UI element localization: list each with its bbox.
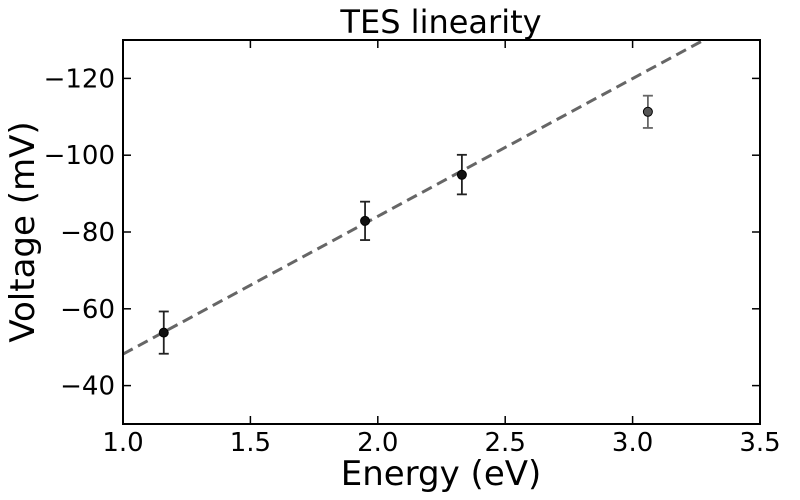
y-tick-label: −80	[60, 218, 115, 248]
chart-title: TES linearity	[339, 3, 541, 41]
x-axis-title: Energy (eV)	[341, 454, 542, 494]
x-tick-label: 1.0	[102, 428, 143, 458]
x-tick-label: 2.0	[357, 428, 398, 458]
y-tick-label: −40	[60, 372, 115, 402]
fit-line	[123, 40, 705, 356]
data-point	[642, 106, 653, 117]
x-tick-label: 2.5	[485, 428, 526, 458]
x-tick-label: 1.5	[230, 428, 271, 458]
x-tick-label: 3.0	[612, 428, 653, 458]
plot-frame	[122, 39, 761, 425]
y-axis-title: Voltage (mV)	[3, 121, 43, 342]
data-point	[456, 169, 467, 180]
y-tick-label: −60	[60, 295, 115, 325]
y-tick-label: −120	[44, 64, 115, 94]
data-point	[158, 327, 169, 338]
data-point	[360, 215, 371, 226]
x-tick-label: 3.5	[739, 428, 780, 458]
y-tick-label: −100	[44, 141, 115, 171]
